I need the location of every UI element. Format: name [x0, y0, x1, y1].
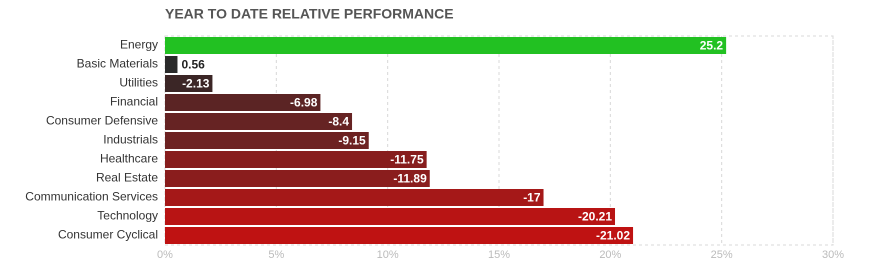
category-label: Communication Services	[25, 190, 158, 204]
bar	[165, 75, 213, 92]
value-label: -2.13	[182, 77, 210, 91]
bar	[165, 132, 369, 149]
bar	[165, 151, 427, 168]
x-tick-label: 5%	[268, 249, 284, 261]
category-label: Technology	[97, 209, 158, 223]
category-label: Energy	[120, 38, 158, 52]
category-label: Industrials	[103, 133, 158, 147]
bar	[165, 56, 178, 73]
bar	[165, 113, 353, 130]
category-label: Utilities	[119, 76, 158, 90]
x-tick-label: 25%	[711, 249, 733, 261]
value-label: -11.89	[393, 172, 427, 186]
bar	[165, 37, 727, 54]
bar	[165, 94, 321, 111]
category-label: Consumer Cyclical	[58, 228, 158, 242]
value-label: 0.56	[181, 58, 205, 72]
category-label: Basic Materials	[77, 57, 158, 71]
bar	[165, 227, 634, 244]
value-label: -17	[523, 191, 541, 205]
x-tick-label: 20%	[599, 249, 621, 261]
bar	[165, 170, 430, 187]
category-label: Real Estate	[96, 171, 158, 185]
chart-title: YEAR TO DATE RELATIVE PERFORMANCE	[165, 6, 454, 22]
value-label: -11.75	[390, 153, 424, 167]
category-label: Financial	[110, 95, 158, 109]
value-label: 25.2	[700, 39, 724, 53]
x-tick-label: 10%	[377, 249, 399, 261]
value-label: -9.15	[338, 134, 366, 148]
category-label: Healthcare	[100, 152, 158, 166]
value-label: -21.02	[596, 229, 630, 243]
value-label: -6.98	[290, 96, 318, 110]
category-label: Consumer Defensive	[46, 114, 158, 128]
x-tick-label: 30%	[822, 249, 844, 261]
bar	[165, 208, 616, 225]
value-label: -8.4	[328, 115, 349, 129]
x-tick-label: 0%	[157, 249, 173, 261]
value-label: -20.21	[578, 210, 612, 224]
bar	[165, 189, 544, 206]
x-tick-label: 15%	[488, 249, 510, 261]
